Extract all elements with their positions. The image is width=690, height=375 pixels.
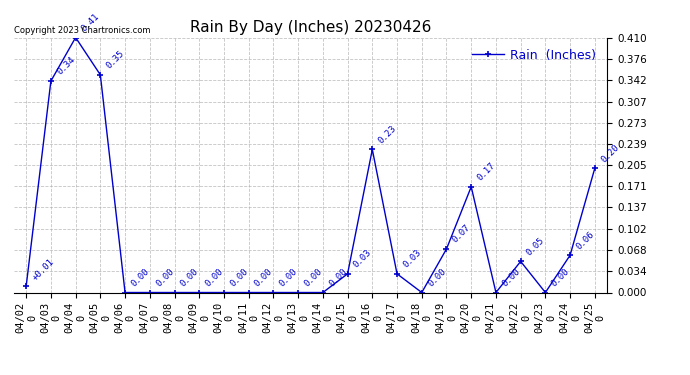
Text: 0.00: 0.00 xyxy=(179,267,200,288)
Text: 0.00: 0.00 xyxy=(500,267,522,288)
Text: 0.23: 0.23 xyxy=(377,124,398,145)
Rain  (Inches) xyxy=(442,247,451,251)
Rain  (Inches) xyxy=(195,290,204,295)
Text: +0.01: +0.01 xyxy=(30,257,56,282)
Rain  (Inches) xyxy=(96,73,104,77)
Rain  (Inches) xyxy=(319,290,327,295)
Text: 0.34: 0.34 xyxy=(55,55,77,77)
Rain  (Inches) xyxy=(566,253,574,257)
Rain  (Inches) xyxy=(591,166,599,170)
Rain  (Inches) xyxy=(492,290,500,295)
Rain  (Inches) xyxy=(269,290,277,295)
Legend: Rain  (Inches): Rain (Inches) xyxy=(467,44,601,67)
Rain  (Inches) xyxy=(220,290,228,295)
Text: 0.20: 0.20 xyxy=(599,142,620,164)
Text: 0.07: 0.07 xyxy=(451,223,472,245)
Text: 0.00: 0.00 xyxy=(129,267,151,288)
Text: 0.00: 0.00 xyxy=(549,267,571,288)
Text: 0.00: 0.00 xyxy=(253,267,275,288)
Title: Rain By Day (Inches) 20230426: Rain By Day (Inches) 20230426 xyxy=(190,20,431,35)
Rain  (Inches) xyxy=(121,290,129,295)
Rain  (Inches) xyxy=(72,35,80,40)
Rain  (Inches) xyxy=(368,147,377,152)
Text: 0.00: 0.00 xyxy=(277,267,299,288)
Text: 0.06: 0.06 xyxy=(574,230,596,251)
Text: 0.03: 0.03 xyxy=(352,248,373,270)
Text: 0.03: 0.03 xyxy=(401,248,423,270)
Rain  (Inches) xyxy=(344,272,352,276)
Text: 0.17: 0.17 xyxy=(475,161,497,183)
Text: 0.00: 0.00 xyxy=(426,267,448,288)
Text: Copyright 2023 Chartronics.com: Copyright 2023 Chartronics.com xyxy=(14,26,150,35)
Text: 0.00: 0.00 xyxy=(204,267,225,288)
Text: 0.35: 0.35 xyxy=(104,49,126,70)
Rain  (Inches) xyxy=(22,284,30,288)
Text: 0.00: 0.00 xyxy=(154,267,175,288)
Rain  (Inches) xyxy=(146,290,154,295)
Rain  (Inches) xyxy=(517,259,525,264)
Rain  (Inches) xyxy=(294,290,302,295)
Rain  (Inches) xyxy=(244,290,253,295)
Line: Rain  (Inches): Rain (Inches) xyxy=(23,35,598,295)
Rain  (Inches) xyxy=(417,290,426,295)
Text: 0.05: 0.05 xyxy=(525,236,546,257)
Rain  (Inches) xyxy=(47,79,55,83)
Text: 0.00: 0.00 xyxy=(228,267,250,288)
Text: 0.41: 0.41 xyxy=(80,12,101,33)
Rain  (Inches) xyxy=(541,290,549,295)
Rain  (Inches) xyxy=(170,290,179,295)
Rain  (Inches) xyxy=(393,272,401,276)
Text: 0.00: 0.00 xyxy=(302,267,324,288)
Rain  (Inches) xyxy=(467,184,475,189)
Text: 0.00: 0.00 xyxy=(327,267,348,288)
